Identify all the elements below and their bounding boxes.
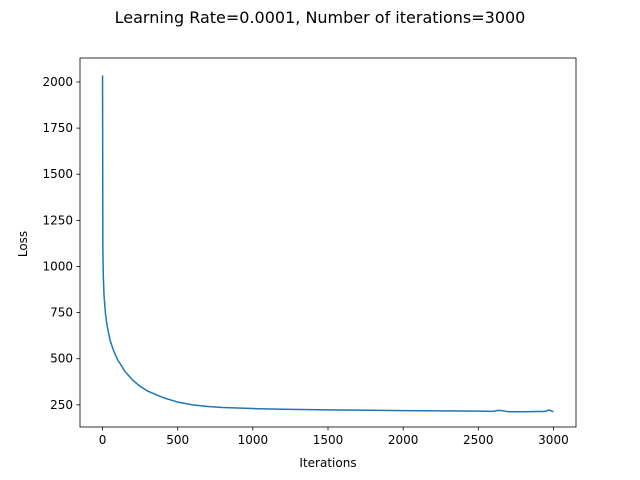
x-tick-label: 2000 (388, 433, 419, 447)
y-tick-label: 500 (50, 352, 73, 366)
y-tick-label: 750 (50, 306, 73, 320)
x-tick-label: 1000 (238, 433, 269, 447)
x-tick-label: 3000 (538, 433, 569, 447)
y-tick-label: 1500 (42, 167, 73, 181)
y-tick-label: 1250 (42, 213, 73, 227)
x-tick-label: 2500 (463, 433, 494, 447)
chart-title: Learning Rate=0.0001, Number of iteratio… (115, 8, 526, 27)
y-tick-label: 1750 (42, 121, 73, 135)
plot-frame (79, 57, 577, 428)
y-axis-ticks: 250 500 750 1000 1250 1500 1750 2000 (42, 75, 80, 412)
y-tick-label: 2000 (42, 75, 73, 89)
y-tick-label: 250 (50, 398, 73, 412)
x-tick-label: 0 (99, 433, 107, 447)
y-tick-label: 1000 (42, 259, 73, 273)
x-axis-label: Iterations (299, 456, 356, 470)
x-tick-label: 500 (166, 433, 189, 447)
loss-series-line (101, 75, 554, 413)
y-axis-label: Loss (16, 231, 30, 257)
x-axis-ticks: 0 500 1000 1500 2000 2500 3000 (99, 427, 569, 447)
x-tick-label: 1500 (313, 433, 344, 447)
